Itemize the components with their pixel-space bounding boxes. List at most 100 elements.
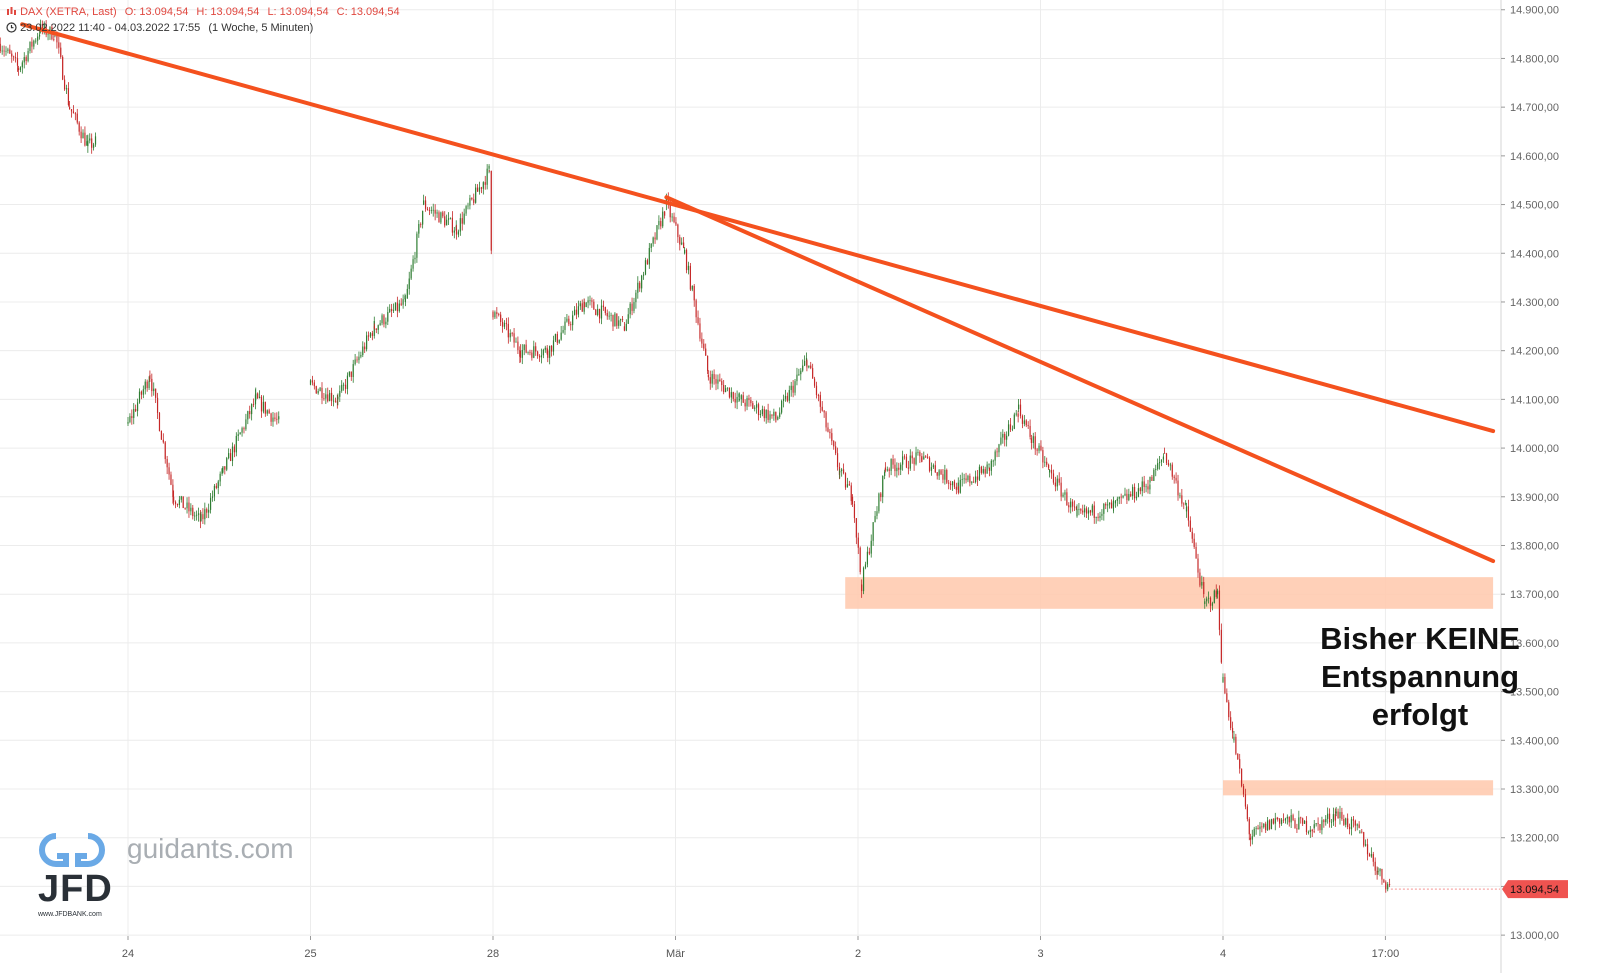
candle-body (311, 380, 314, 383)
candle-body (769, 414, 771, 420)
x-tick-label: 28 (487, 948, 499, 960)
candle-body (182, 496, 184, 509)
candle-body (857, 537, 859, 548)
candle-body (806, 360, 808, 368)
candle-body (1376, 870, 1378, 875)
candle-body (206, 509, 208, 513)
candle-body (392, 310, 395, 311)
candle-body (1004, 433, 1006, 440)
candle-body (587, 300, 589, 303)
candle-body (547, 350, 549, 358)
candle-body (1151, 476, 1153, 481)
candle-body (131, 416, 133, 418)
candle-body (321, 387, 323, 399)
candle-body (898, 467, 900, 470)
candle-body (170, 474, 172, 485)
candle-body (602, 305, 605, 308)
candle-body (537, 351, 539, 357)
candle-body (1025, 420, 1027, 426)
candle-body (1147, 486, 1149, 490)
candle-body (746, 398, 748, 407)
candle-body (786, 395, 788, 401)
candle-body (459, 218, 461, 232)
candle-body (681, 242, 683, 245)
candle-body (1, 50, 3, 52)
candle-body (831, 433, 833, 442)
candle-body (142, 389, 144, 395)
candle-body (951, 481, 954, 486)
y-tick-label: 13.700,00 (1510, 589, 1559, 601)
candle-body (1122, 495, 1124, 498)
candle-body (233, 446, 235, 453)
trendline[interactable] (664, 195, 1496, 564)
candle-body (744, 402, 746, 407)
candle-body (202, 514, 204, 520)
candle-body (519, 350, 521, 358)
candle-body (162, 439, 164, 443)
candle-body (1173, 476, 1175, 478)
candle-body (58, 42, 60, 48)
candle-body (158, 412, 161, 431)
candle-body (379, 323, 381, 326)
candle-body (389, 308, 391, 313)
candle-body (1072, 501, 1074, 507)
candle-body (192, 507, 194, 517)
candle-body (823, 410, 825, 413)
candle-body (47, 34, 49, 36)
candle-body (591, 300, 593, 302)
candle-body (1030, 438, 1032, 443)
candle-body (1042, 450, 1044, 463)
watermark-site: guidants.com (127, 833, 294, 864)
candle-body (418, 223, 420, 234)
x-tick-label: Mär (666, 948, 685, 960)
candle-body (274, 417, 276, 419)
date-range: 23.02.2022 11:40 - 04.03.2022 17:55 (20, 22, 201, 34)
candle-body (341, 384, 343, 391)
trendline[interactable] (20, 22, 1496, 434)
annotation-line-2: Entspannung (1320, 659, 1520, 694)
candle-body (715, 379, 717, 384)
candle-body (919, 452, 921, 457)
candle-body (509, 333, 511, 338)
candle-body (707, 375, 709, 378)
candle-body (961, 479, 963, 480)
candle-body (428, 210, 430, 211)
candle-body (1135, 496, 1138, 499)
candle-body (494, 312, 496, 318)
candle-body (1381, 869, 1383, 880)
candle-body (369, 333, 372, 337)
candle-body (426, 208, 429, 211)
candle-body (319, 387, 321, 391)
candle-body (550, 345, 553, 352)
candle-body (211, 496, 214, 498)
candle-body (1171, 464, 1173, 477)
candle-body (3, 50, 5, 52)
candle-body (373, 326, 375, 329)
candle-body (188, 502, 190, 512)
candle-body (268, 410, 270, 414)
candle-body (606, 313, 608, 317)
candle-body (728, 387, 731, 398)
candle-body (414, 257, 416, 260)
candle-body (855, 518, 857, 538)
candle-body (687, 265, 690, 271)
candle-body (669, 203, 671, 218)
candle-body (625, 323, 627, 331)
candle-body (572, 315, 574, 326)
candle-body (1372, 854, 1374, 862)
y-tick-label: 14.400,00 (1510, 248, 1559, 260)
candle-body (950, 483, 952, 486)
candle-body (1270, 819, 1273, 830)
candle-body (1177, 480, 1179, 496)
candle-body (0, 43, 1, 52)
y-tick-label: 14.900,00 (1510, 5, 1559, 17)
candle-body (1368, 854, 1371, 857)
candle-body (777, 416, 779, 420)
candle-body (980, 466, 982, 473)
candle-body (272, 417, 274, 422)
candle-body (1226, 693, 1228, 703)
candle-body (226, 458, 228, 470)
candle-body (436, 212, 438, 214)
candle-body (1248, 819, 1250, 835)
